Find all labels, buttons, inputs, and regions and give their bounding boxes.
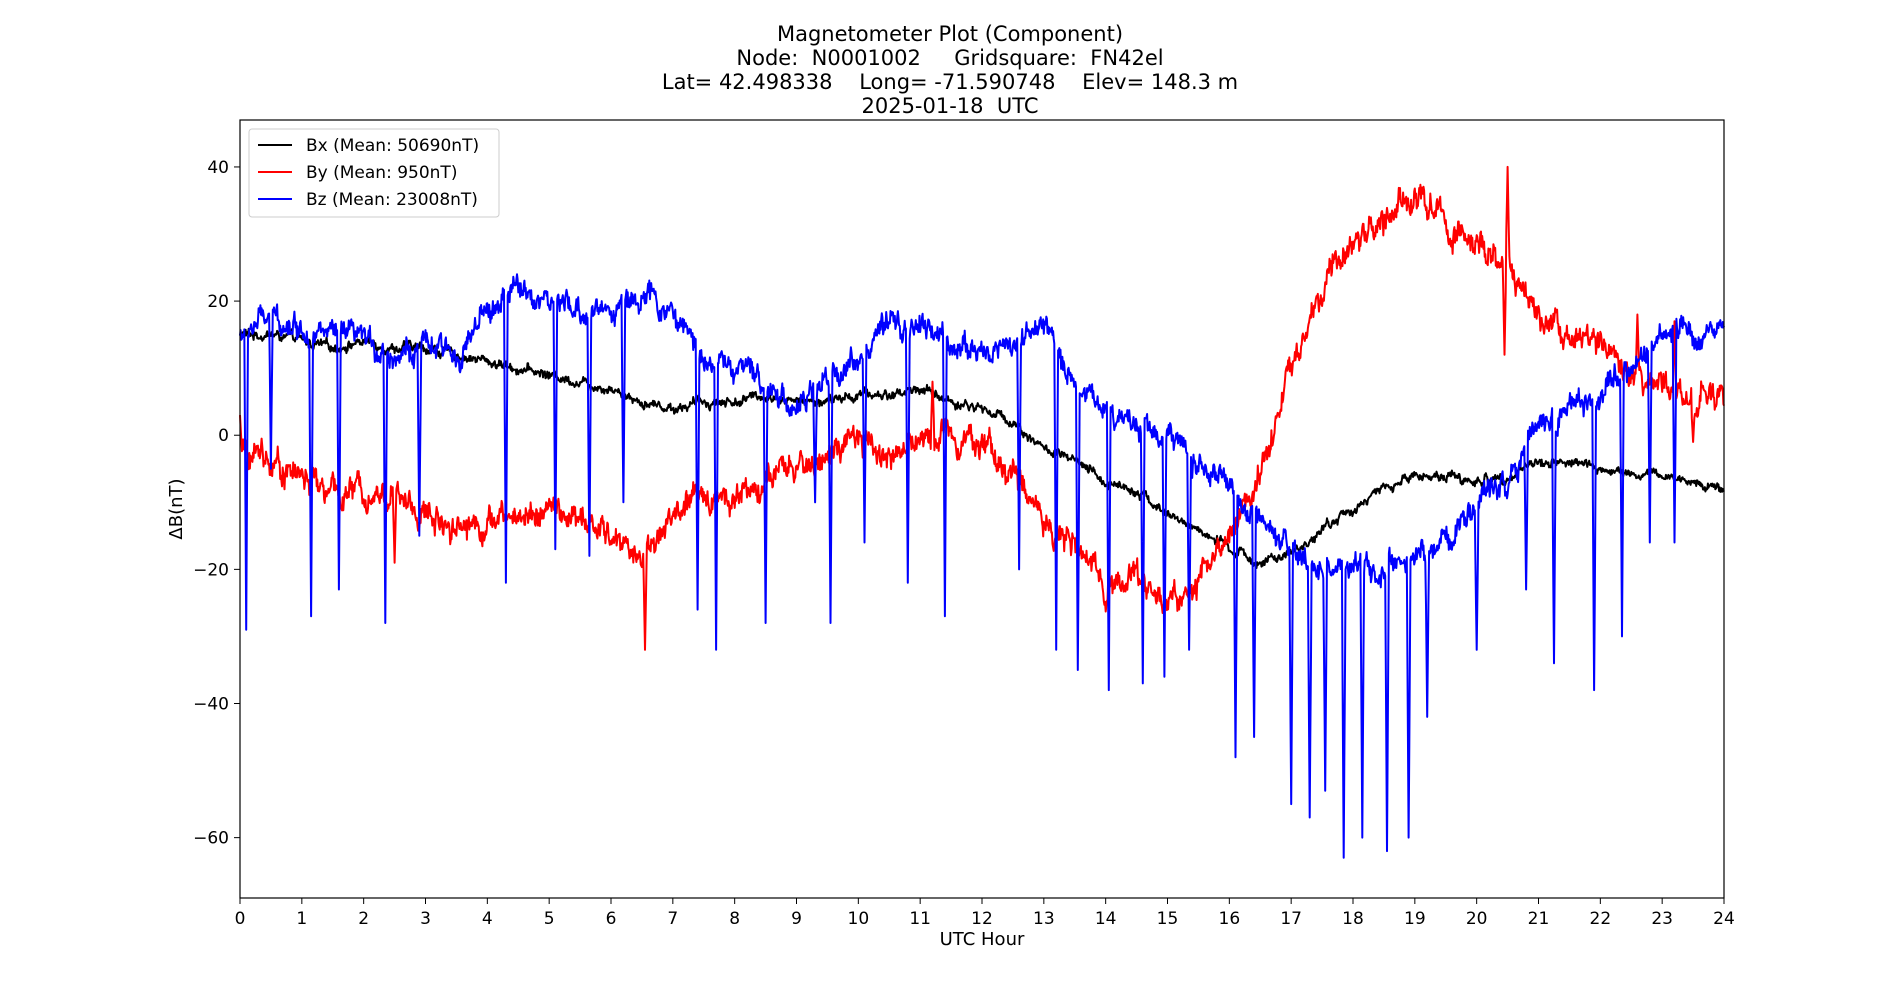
chart-title: Magnetometer Plot (Component) Node: N000… <box>0 22 1900 118</box>
x-tick-label: 21 <box>1528 909 1550 929</box>
title-line-3: Lat= 42.498338 Long= -71.590748 Elev= 14… <box>661 70 1239 94</box>
series-layer <box>239 165 1725 859</box>
title-line-1: Magnetometer Plot (Component) <box>776 22 1124 46</box>
x-tick-label: 16 <box>1219 909 1241 929</box>
series-line-by <box>239 165 1725 651</box>
legend-label-by: By (Mean: 950nT) <box>306 163 457 183</box>
x-axis: 0 1 2 3 4 5 6 7 8 9 10 11 12 13 14 15 16 17 18 19 20 21 22 23 24 <box>235 898 1735 929</box>
x-tick-label: 7 <box>667 909 678 929</box>
x-tick-label: 6 <box>606 909 617 929</box>
x-tick-label: 13 <box>1033 909 1055 929</box>
x-tick-label: 15 <box>1157 909 1179 929</box>
series-line-bz <box>239 273 1725 859</box>
legend-box <box>248 128 500 218</box>
x-tick-label: 22 <box>1590 909 1612 929</box>
x-tick-label: 10 <box>848 909 870 929</box>
y-tick-label: −40 <box>193 695 229 715</box>
y-tick-label: −20 <box>193 560 229 580</box>
y-axis-label: ΔB(nT) <box>166 478 187 539</box>
x-tick-label: 20 <box>1466 909 1488 929</box>
series-line-bx <box>239 327 1725 569</box>
x-tick-label: 18 <box>1342 909 1364 929</box>
legend-label-bz: Bz (Mean: 23008nT) <box>306 190 478 210</box>
title-line-2: Node: N0001002 Gridsquare: FN42el <box>736 46 1164 70</box>
y-tick-label: 0 <box>218 426 229 446</box>
title-line-4: 2025-01-18 UTC <box>861 94 1039 118</box>
x-tick-label: 5 <box>544 909 555 929</box>
x-tick-label: 0 <box>235 909 246 929</box>
y-tick-label: −60 <box>193 829 229 849</box>
x-tick-label: 23 <box>1651 909 1673 929</box>
x-tick-label: 4 <box>482 909 493 929</box>
x-tick-label: 3 <box>420 909 431 929</box>
x-tick-label: 8 <box>729 909 740 929</box>
x-tick-label: 24 <box>1713 909 1735 929</box>
x-tick-label: 17 <box>1280 909 1302 929</box>
x-tick-label: 2 <box>358 909 369 929</box>
x-axis-label: UTC Hour <box>940 929 1025 950</box>
x-tick-label: 12 <box>971 909 993 929</box>
x-tick-label: 9 <box>791 909 802 929</box>
y-axis: 40 20 0 −20 −40 −60 <box>193 158 240 849</box>
x-tick-label: 19 <box>1404 909 1426 929</box>
legend-label-bx: Bx (Mean: 50690nT) <box>306 136 479 156</box>
y-tick-label: 40 <box>207 158 229 178</box>
plot-frame <box>239 119 1725 899</box>
legend: Bx (Mean: 50690nT) By (Mean: 950nT) Bz (… <box>248 128 500 218</box>
x-tick-label: 11 <box>909 909 931 929</box>
x-tick-label: 1 <box>296 909 307 929</box>
y-tick-label: 20 <box>207 292 229 312</box>
x-tick-label: 14 <box>1095 909 1117 929</box>
